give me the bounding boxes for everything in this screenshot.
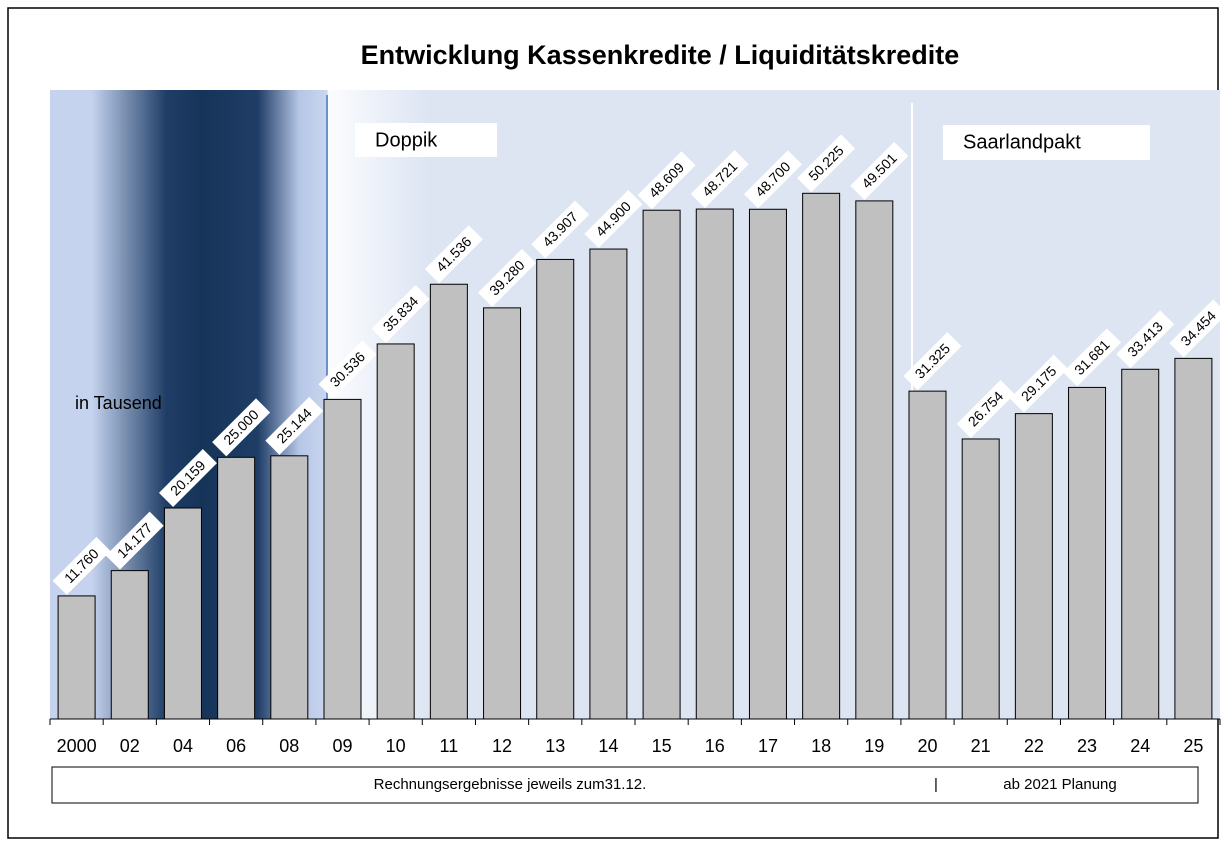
data-label-bg [1009, 354, 1068, 413]
data-label-bg [903, 332, 962, 391]
x-tick-label: 09 [332, 736, 352, 756]
bar [270, 455, 309, 720]
data-label-bg [52, 536, 111, 595]
data-label-bg [1063, 328, 1122, 387]
data-label-bg [584, 190, 643, 249]
data-label-bg [478, 248, 537, 307]
bar [536, 258, 575, 720]
annotation: Doppik [375, 129, 438, 151]
data-label-bg [212, 398, 271, 457]
data-label-bg [105, 511, 164, 570]
x-tick-label: 10 [386, 736, 406, 756]
x-tick-label: 11 [440, 736, 459, 756]
chart-title: Entwicklung Kassenkredite / Liquiditätsk… [361, 40, 960, 70]
x-tick-label: 06 [226, 736, 246, 756]
x-tick-label: 08 [279, 736, 299, 756]
footer-box [51, 766, 1199, 804]
label-box [355, 123, 497, 157]
footer-text: ab 2021 Planung [1003, 776, 1116, 793]
bar [163, 507, 202, 720]
bar [855, 200, 894, 720]
bar [57, 595, 96, 720]
bar [429, 283, 468, 720]
x-tick-label: 23 [1077, 736, 1097, 756]
x-tick-label: 14 [598, 736, 618, 756]
x-tick-label: 22 [1024, 736, 1044, 756]
x-tick-label: 04 [173, 736, 193, 756]
x-tick-label: 24 [1130, 736, 1150, 756]
bar [323, 398, 362, 720]
x-tick-label: 17 [758, 736, 778, 756]
bar [908, 390, 947, 720]
data-label-bg [850, 141, 909, 200]
x-tick-label: 25 [1183, 736, 1203, 756]
data-label-bg [743, 150, 802, 209]
bar [483, 307, 522, 720]
x-tick-label: 16 [705, 736, 725, 756]
label-box [943, 125, 1150, 160]
bar [589, 248, 628, 720]
x-tick-label: 02 [120, 736, 140, 756]
data-label-bg [265, 396, 324, 455]
bar [1121, 368, 1160, 720]
data-label-bg [318, 340, 377, 399]
bar [748, 208, 787, 720]
x-tick-label: 19 [864, 736, 884, 756]
x-tick-label: 13 [545, 736, 565, 756]
annotation: in Tausend [75, 393, 162, 413]
x-tick-label: 18 [811, 736, 831, 756]
data-label-bg [637, 151, 696, 210]
x-tick-label: 15 [652, 736, 672, 756]
footer-text: Rechnungsergebnisse jeweils zum31.12. [374, 776, 647, 793]
x-tick-label: 12 [492, 736, 512, 756]
bar [695, 208, 734, 720]
footer-text: | [934, 776, 938, 793]
bar [802, 192, 841, 720]
data-label-bg [1116, 310, 1175, 369]
x-tick-label: 2000 [57, 736, 97, 756]
data-label-bg [531, 200, 590, 259]
data-label-bg [158, 449, 217, 507]
data-label-bg [797, 134, 856, 193]
bar [1068, 386, 1107, 720]
bar [376, 343, 415, 720]
x-tick-label: 21 [971, 736, 991, 756]
bar [110, 570, 149, 720]
data-label-bg [956, 379, 1015, 438]
data-label-bg [371, 284, 430, 343]
bar [217, 456, 256, 720]
x-tick-label: 20 [917, 736, 937, 756]
data-label-bg [1169, 299, 1226, 358]
data-label-bg [690, 150, 749, 209]
bar [1014, 413, 1053, 720]
bar [1174, 357, 1213, 720]
data-label-bg [424, 225, 483, 284]
bar [642, 209, 681, 720]
bar [961, 438, 1000, 720]
annotation: Saarlandpakt [963, 131, 1081, 153]
